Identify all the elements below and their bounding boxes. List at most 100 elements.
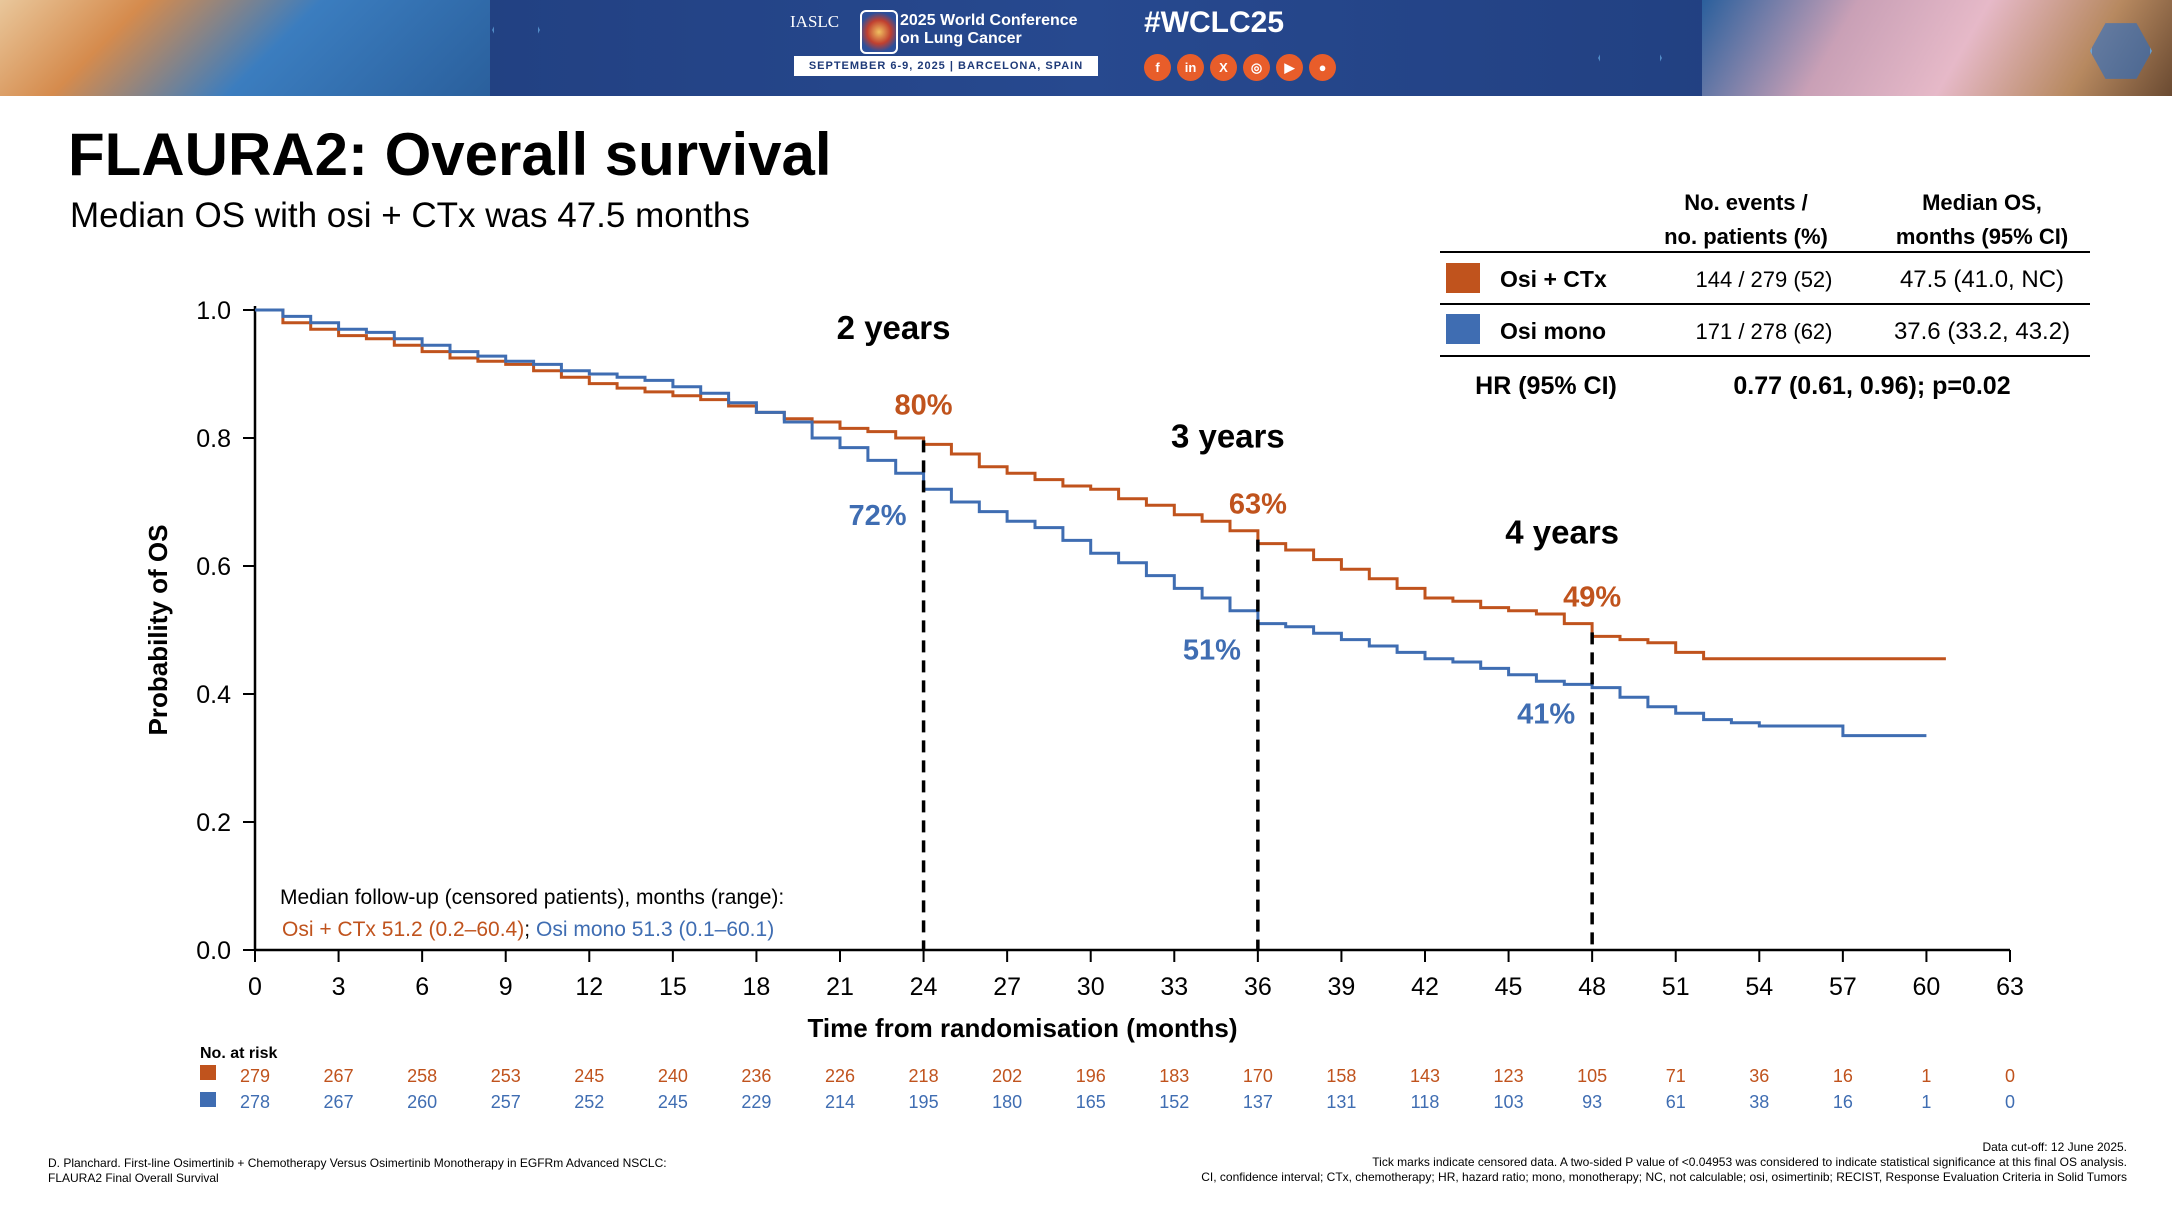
at-risk-value-osi-ctx: 143 <box>1410 1066 1440 1086</box>
landmark-value-osi-mono: 41% <box>1517 699 1575 731</box>
hexagon-decoration <box>492 8 540 52</box>
at-risk-value-osi-ctx: 226 <box>825 1066 855 1086</box>
at-risk-value-osi-ctx: 105 <box>1577 1066 1607 1086</box>
landmark-year-label: 2 years <box>837 309 951 346</box>
at-risk-value-osi-mono: 229 <box>741 1092 771 1112</box>
followup-line1: Median follow-up (censored patients), mo… <box>280 886 784 909</box>
at-risk-value-osi-mono: 180 <box>992 1092 1022 1112</box>
at-risk-value-osi-mono: 93 <box>1582 1092 1602 1112</box>
x-tick-label: 63 <box>1996 973 2024 1001</box>
y-tick-label: 1.0 <box>196 297 231 325</box>
at-risk-value-osi-ctx: 240 <box>658 1066 688 1086</box>
y-tick-label: 0.0 <box>196 937 231 965</box>
at-risk-value-osi-mono: 165 <box>1076 1092 1106 1112</box>
footnotes: Data cut-off: 12 June 2025. Tick marks i… <box>1201 1140 2127 1185</box>
slide-title: FLAURA2: Overall survival <box>68 121 832 188</box>
x-tick-label: 21 <box>826 973 854 1001</box>
at-risk-value-osi-mono: 103 <box>1494 1092 1524 1112</box>
chart-axes: 0.00.20.40.60.81.00 3 6 9 12 15 18 21 24 27 30 33 36… <box>143 297 2024 1043</box>
at-risk-value-osi-ctx: 258 <box>407 1066 437 1086</box>
youtube-icon[interactable]: ▶ <box>1276 54 1303 81</box>
at-risk-table: 279 267 258 253 245 240 236 226 218 202 196 183 170 1… <box>240 1066 2015 1112</box>
x-axis-title: Time from randomisation (months) <box>808 1013 1238 1043</box>
x-icon[interactable]: X <box>1210 54 1237 81</box>
landmark-value-osi-ctx: 49% <box>1563 581 1621 613</box>
conference-date-location: SEPTEMBER 6-9, 2025 | BARCELONA, SPAIN <box>794 56 1098 76</box>
conference-name: 2025 World Conference on Lung Cancer <box>900 12 1078 48</box>
table-cell-events-osi-mono: 171 / 278 (62) <box>1696 319 1833 344</box>
x-tick-label: 39 <box>1328 973 1356 1001</box>
x-tick-label: 36 <box>1244 973 1272 1001</box>
footnote-abbreviations: CI, confidence interval; CTx, chemothera… <box>1201 1170 2127 1184</box>
table-header-events-1: No. events / <box>1684 190 1807 215</box>
landmark-value-osi-mono: 51% <box>1183 635 1241 667</box>
at-risk-value-osi-ctx: 170 <box>1243 1066 1273 1086</box>
at-risk-value-osi-ctx: 245 <box>574 1066 604 1086</box>
at-risk-value-osi-ctx: 218 <box>909 1066 939 1086</box>
y-axis-title: Probability of OS <box>143 525 173 736</box>
at-risk-value-osi-mono: 267 <box>324 1092 354 1112</box>
slide-subtitle: Median OS with osi + CTx was 47.5 months <box>70 196 750 235</box>
x-tick-label: 15 <box>659 973 687 1001</box>
at-risk-value-osi-mono: 278 <box>240 1092 270 1112</box>
table-header-median-2: months (95% CI) <box>1896 224 2068 249</box>
followup-osi-ctx: Osi + CTx 51.2 (0.2–60.4) <box>282 918 524 941</box>
at-risk-label: No. at risk <box>200 1045 277 1062</box>
wechat-icon[interactable]: ● <box>1309 54 1336 81</box>
landmark-value-osi-ctx: 63% <box>1229 489 1287 521</box>
at-risk-value-osi-ctx: 253 <box>491 1066 521 1086</box>
x-tick-label: 33 <box>1160 973 1188 1001</box>
x-tick-label: 18 <box>743 973 771 1001</box>
at-risk-value-osi-ctx: 16 <box>1833 1066 1853 1086</box>
x-tick-label: 6 <box>415 973 429 1001</box>
footnote-censoring: Tick marks indicate censored data. A two… <box>1372 1155 2127 1169</box>
at-risk-value-osi-mono: 260 <box>407 1092 437 1112</box>
at-risk-value-osi-mono: 257 <box>491 1092 521 1112</box>
at-risk-value-osi-mono: 252 <box>574 1092 604 1112</box>
landmark-year-label: 3 years <box>1171 418 1285 455</box>
table-row-label-osi-mono: Osi mono <box>1500 318 1606 344</box>
at-risk-value-osi-ctx: 158 <box>1326 1066 1356 1086</box>
at-risk-value-osi-mono: 152 <box>1159 1092 1189 1112</box>
conference-banner: IASLC 2025 World Conference on Lung Canc… <box>0 0 2172 96</box>
conference-emblem-icon <box>860 10 898 54</box>
facebook-icon[interactable]: f <box>1144 54 1171 81</box>
at-risk-swatch-osi-ctx <box>200 1065 216 1080</box>
x-tick-label: 42 <box>1411 973 1439 1001</box>
legend-swatch-osi-ctx <box>1446 263 1480 293</box>
x-tick-label: 30 <box>1077 973 1105 1001</box>
at-risk-value-osi-ctx: 1 <box>1921 1066 1931 1086</box>
x-tick-label: 45 <box>1495 973 1523 1001</box>
y-tick-label: 0.4 <box>196 681 231 709</box>
y-tick-label: 0.2 <box>196 809 231 837</box>
table-cell-median-osi-mono: 37.6 (33.2, 43.2) <box>1894 318 2070 345</box>
survival-curves <box>255 308 1946 738</box>
at-risk-value-osi-ctx: 0 <box>2005 1066 2015 1086</box>
conference-hashtag: #WCLC25 <box>1144 6 1285 39</box>
landmark-year-label: 4 years <box>1505 514 1619 551</box>
km-curve-osi-mono <box>255 308 1927 738</box>
hr-label: HR (95% CI) <box>1475 372 1617 400</box>
table-row-label-osi-ctx: Osi + CTx <box>1500 266 1607 292</box>
linkedin-icon[interactable]: in <box>1177 54 1204 81</box>
at-risk-value-osi-mono: 1 <box>1921 1092 1931 1112</box>
x-tick-label: 12 <box>575 973 603 1001</box>
landmark-value-osi-mono: 72% <box>849 500 907 532</box>
at-risk-value-osi-mono: 61 <box>1666 1092 1686 1112</box>
at-risk-value-osi-ctx: 202 <box>992 1066 1022 1086</box>
at-risk-value-osi-ctx: 196 <box>1076 1066 1106 1086</box>
legend-swatch-osi-mono <box>1446 314 1480 344</box>
conference-logo: IASLC 2025 World Conference on Lung Canc… <box>790 8 1108 78</box>
instagram-icon[interactable]: ◎ <box>1243 54 1270 81</box>
at-risk-value-osi-ctx: 123 <box>1494 1066 1524 1086</box>
table-cell-median-osi-ctx: 47.5 (41.0, NC) <box>1900 266 2064 293</box>
at-risk-value-osi-ctx: 36 <box>1749 1066 1769 1086</box>
table-cell-events-osi-ctx: 144 / 279 (52) <box>1696 267 1833 292</box>
at-risk-value-osi-mono: 137 <box>1243 1092 1273 1112</box>
followup-separator: ; <box>524 918 530 941</box>
x-tick-label: 9 <box>499 973 513 1001</box>
hr-value: 0.77 (0.61, 0.96); p=0.02 <box>1733 372 2010 400</box>
at-risk-value-osi-ctx: 279 <box>240 1066 270 1086</box>
x-tick-label: 54 <box>1745 973 1773 1001</box>
conference-name-line1: 2025 World Conference <box>900 12 1078 29</box>
